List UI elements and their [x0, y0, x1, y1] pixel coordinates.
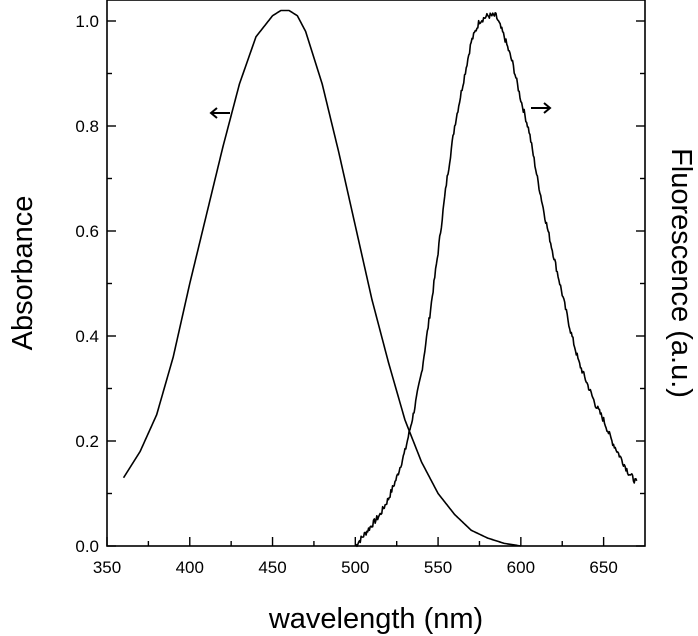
x-axis-title: wavelength (nm) — [268, 603, 483, 635]
x-tick-label: 450 — [258, 558, 286, 577]
plot-frame — [106, 0, 646, 547]
y-tick-label: 1.0 — [75, 12, 99, 31]
y-tick-label: 0.0 — [75, 537, 99, 556]
y-tick-label: 0.8 — [75, 117, 99, 136]
arrow-right-icon — [531, 102, 552, 114]
arrow-left-icon — [209, 107, 230, 119]
y2-axis-title: Fluorescence (a.u.) — [665, 148, 697, 398]
series-group — [122, 9, 638, 548]
direction-arrows — [209, 102, 552, 119]
absorbance-curve — [122, 9, 521, 547]
y-tick-label: 0.4 — [75, 327, 99, 346]
y-tick-label: 0.6 — [75, 222, 99, 241]
x-tick-label: 350 — [93, 558, 121, 577]
y-tick-label: 0.2 — [75, 432, 99, 451]
x-tick-label: 600 — [507, 558, 535, 577]
fluorescence-curve — [354, 12, 638, 548]
x-tick-label: 500 — [341, 558, 369, 577]
x-tick-label: 400 — [176, 558, 204, 577]
x-axis: 350 400 450 500 550 600 650 — [93, 537, 618, 577]
y-axis-title: Absorbance — [7, 196, 39, 351]
x-tick-label: 550 — [424, 558, 452, 577]
x-tick-label: 650 — [589, 558, 617, 577]
y-axis: 0.0 0.2 0.4 0.6 0.8 1.0 — [75, 12, 645, 556]
